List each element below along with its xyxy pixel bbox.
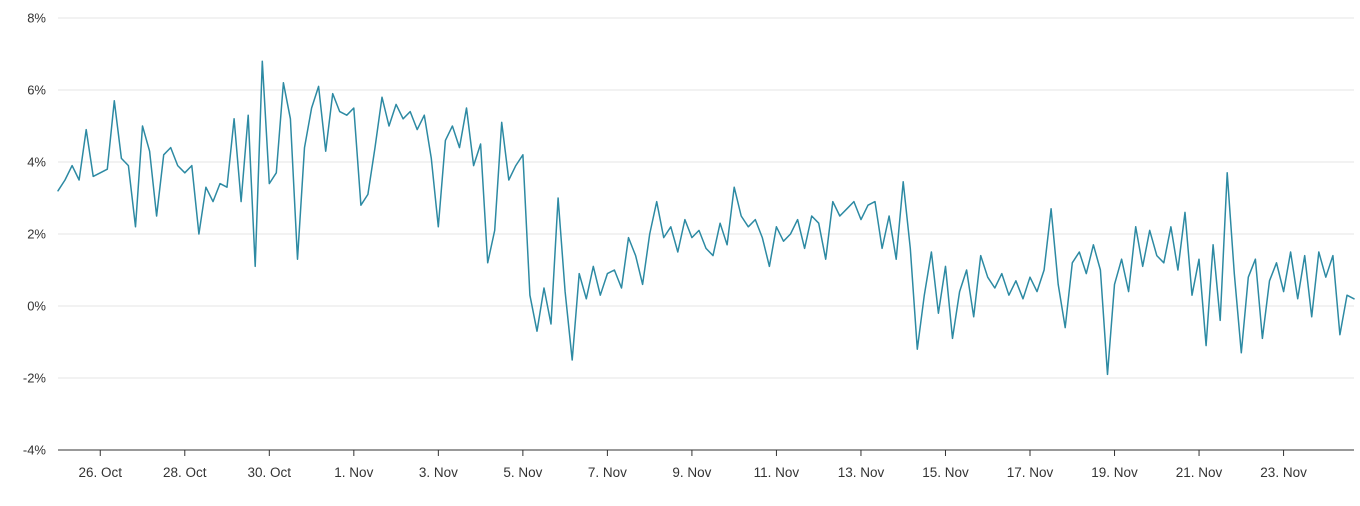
x-axis-label: 28. Oct xyxy=(163,465,207,480)
x-axis-label: 13. Nov xyxy=(838,465,885,480)
x-axis-label: 21. Nov xyxy=(1176,465,1223,480)
series-line[interactable] xyxy=(57,60,1355,376)
x-axis-label: 19. Nov xyxy=(1091,465,1138,480)
x-axis-label: 17. Nov xyxy=(1007,465,1054,480)
y-axis-label: -4% xyxy=(23,443,47,458)
y-axis-label: 4% xyxy=(27,155,46,170)
x-axis-label: 26. Oct xyxy=(78,465,122,480)
x-axis-label: 9. Nov xyxy=(672,465,711,480)
x-axis-label: 7. Nov xyxy=(588,465,627,480)
y-axis-label: 0% xyxy=(27,299,46,314)
x-axis-label: 11. Nov xyxy=(754,465,800,480)
y-axis-label: -2% xyxy=(23,371,47,386)
x-axis-label: 23. Nov xyxy=(1260,465,1307,480)
y-axis-label: 6% xyxy=(27,83,46,98)
y-axis-label: 2% xyxy=(27,227,46,242)
x-axis-label: 30. Oct xyxy=(248,465,292,480)
x-axis-label: 1. Nov xyxy=(334,465,373,480)
x-axis-label: 3. Nov xyxy=(419,465,458,480)
x-axis-label: 5. Nov xyxy=(503,465,542,480)
x-axis-label: 15. Nov xyxy=(922,465,969,480)
y-axis-label: 8% xyxy=(27,11,46,26)
